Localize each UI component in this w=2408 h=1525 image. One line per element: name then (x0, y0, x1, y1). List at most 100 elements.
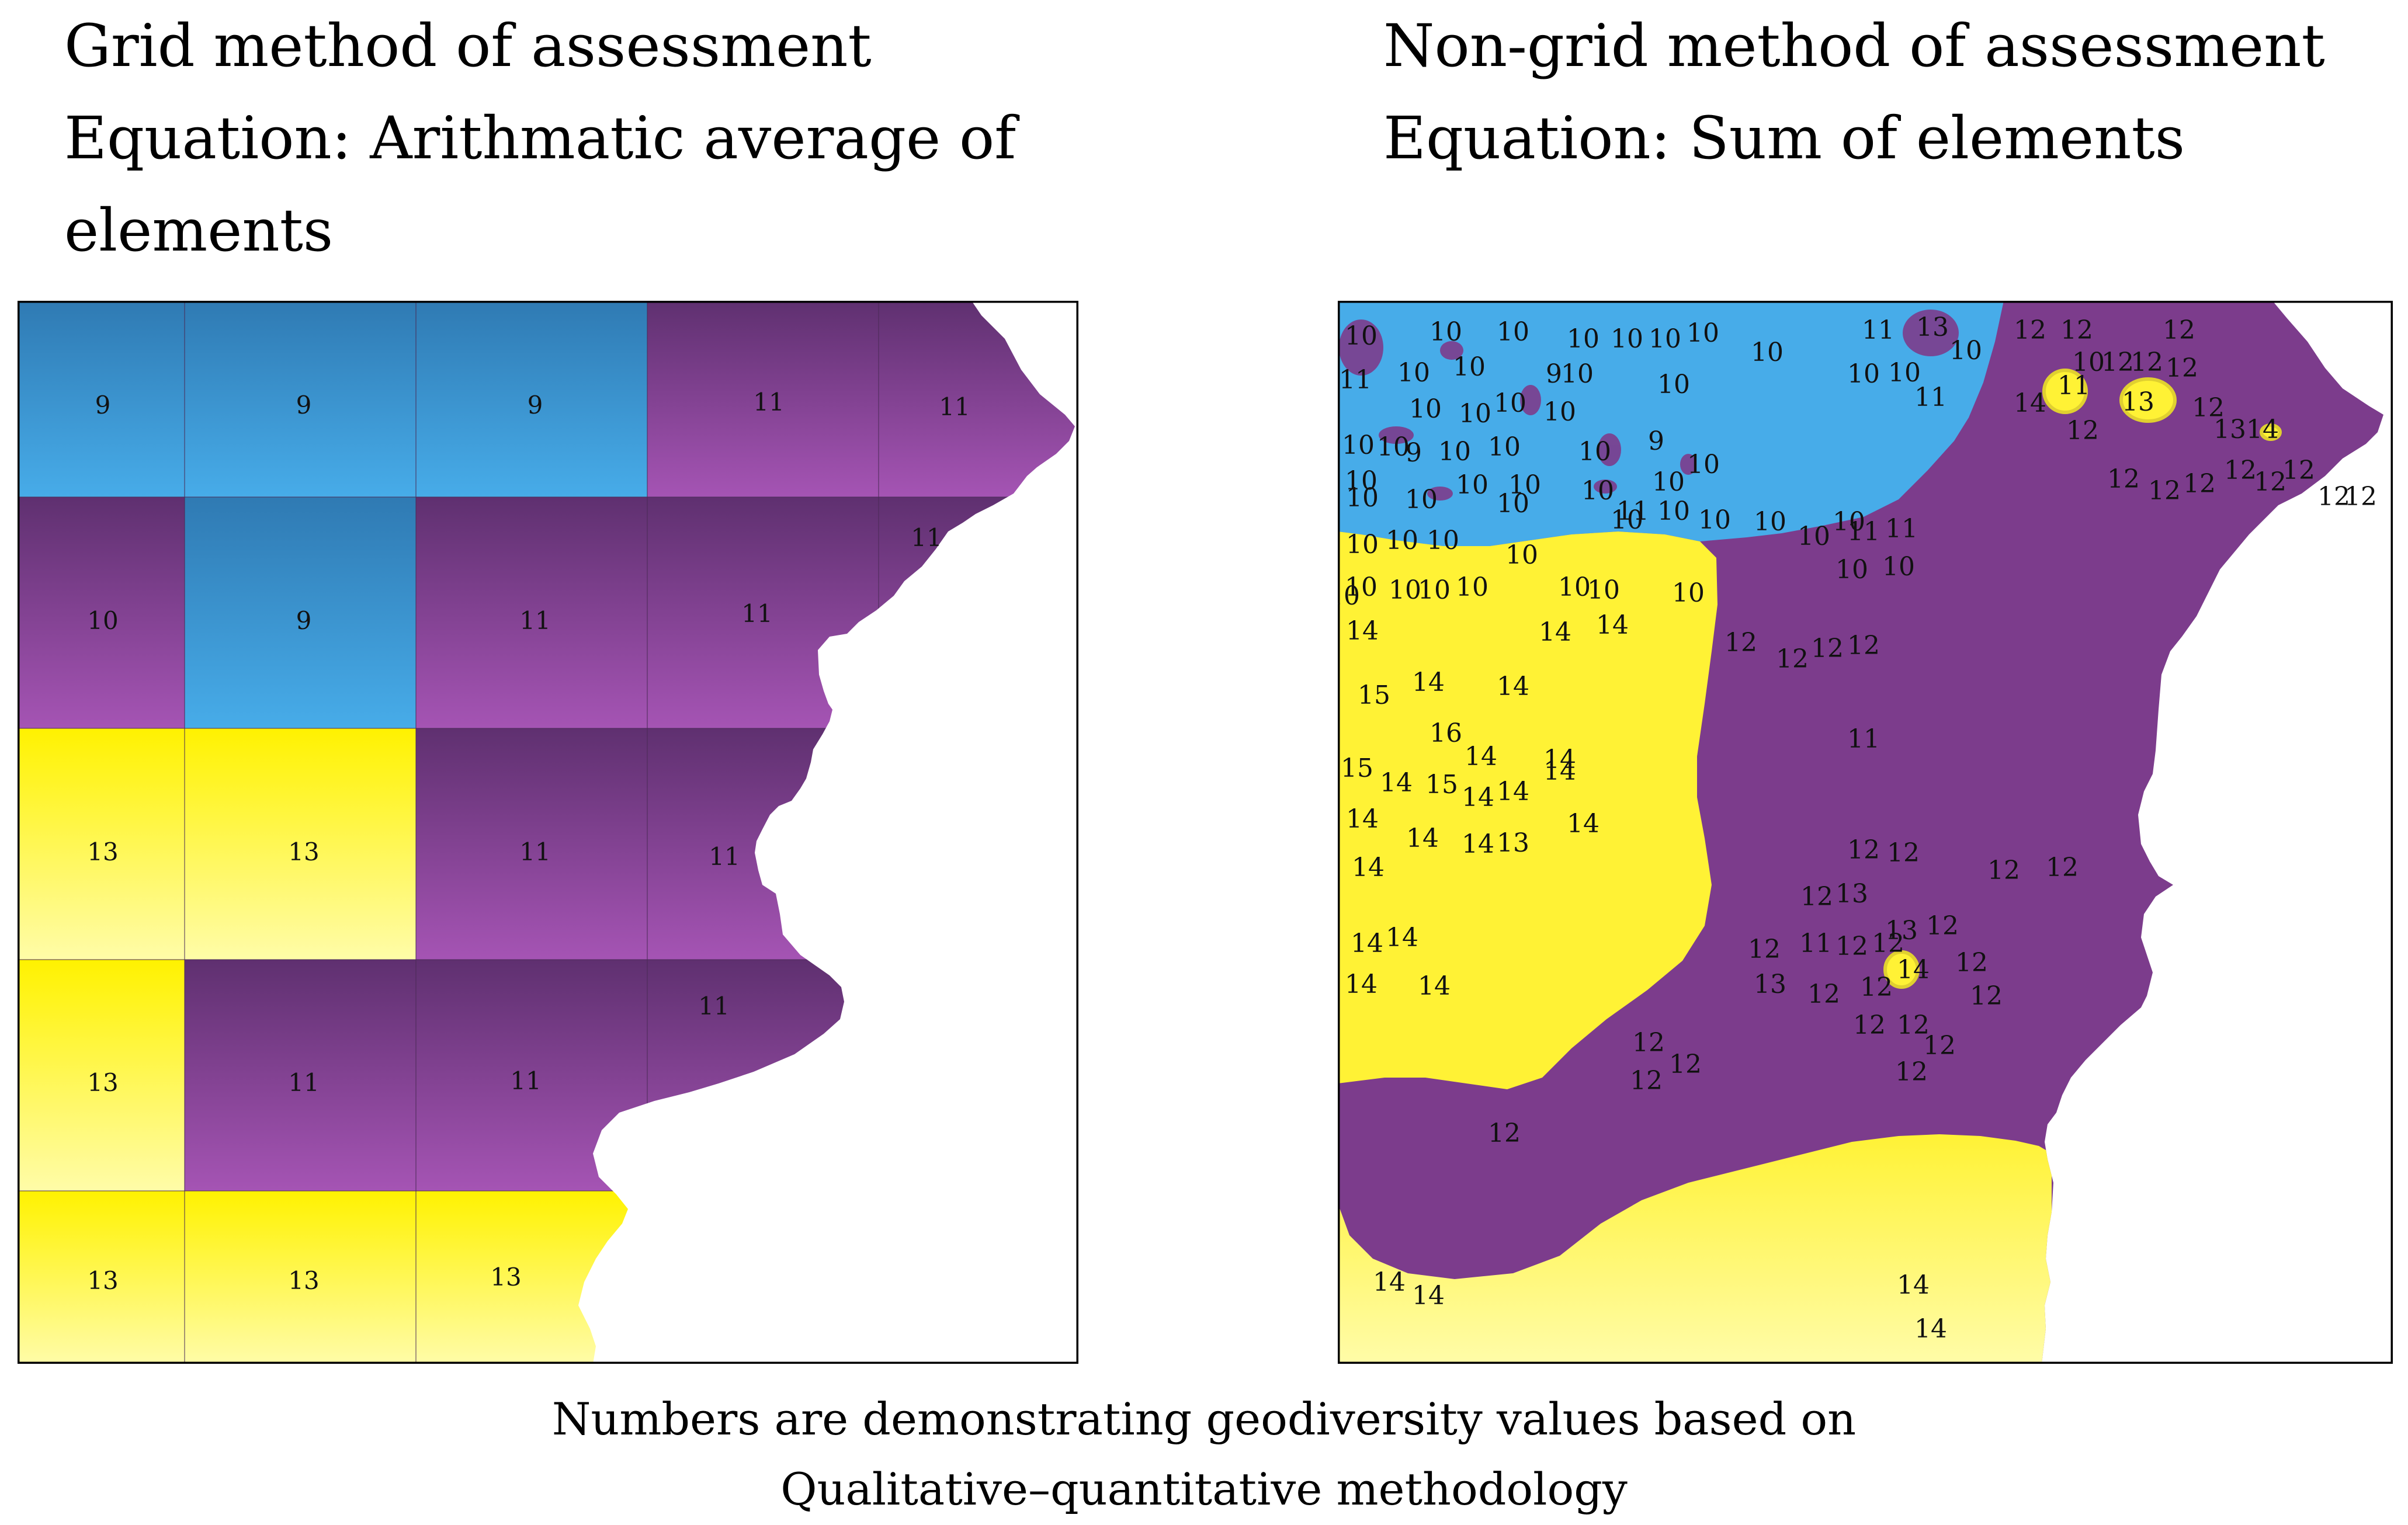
value-label: 12 (1807, 979, 1840, 1009)
value-label: 10 (1833, 507, 1865, 537)
value-label: 10 (1508, 470, 1541, 500)
value-label: 10 (1346, 483, 1379, 513)
value-label: 12 (1630, 1066, 1663, 1096)
map-frame (18, 301, 1078, 1364)
value-label: 14 (1897, 1270, 1930, 1300)
grid-cell (18, 960, 185, 1191)
value-label: 14 (1567, 809, 1599, 839)
grid-cell (416, 301, 647, 497)
value-label: 14 (1897, 955, 1930, 985)
grid-value: 13 (288, 1266, 319, 1295)
value-label: 10 (1497, 317, 1529, 347)
value-label: 9 (1546, 359, 1562, 389)
value-label: 10 (1389, 575, 1421, 605)
caption-line-1: Numbers are demonstrating geodiversity v… (551, 1393, 1857, 1445)
value-label: 14 (1497, 777, 1529, 807)
value-label: 16 (1429, 718, 1462, 748)
value-label: 12 (1847, 835, 1880, 865)
value-label: 10 (1456, 470, 1488, 500)
grid-value: 13 (490, 1263, 521, 1291)
grid-value: 11 (709, 842, 740, 871)
value-label: 10 (1377, 432, 1410, 462)
grid-cell (18, 301, 185, 497)
value-label: 10 (1505, 540, 1538, 570)
value-label: 10 (1345, 321, 1378, 351)
value-label: 14 (1351, 929, 1383, 958)
grid-cells (18, 301, 1075, 1364)
value-label: 12 (2224, 456, 2257, 485)
grid-value: 13 (288, 838, 319, 866)
value-label: 14 (1539, 617, 1571, 647)
value-label: 12 (2183, 469, 2216, 499)
nongrid-values: 10 10 10 10 10 10 10 10 11 13 10 12 12 1… (1338, 312, 2377, 1344)
grid-cell (185, 497, 416, 728)
grid-method-map: 9 9 9 11 11 10 9 11 11 11 13 13 11 11 13… (18, 301, 1078, 1364)
grid-method-title: Grid method of assessment Equation: Arit… (64, 0, 1116, 277)
value-label: 10 (1438, 437, 1471, 467)
nongrid-method-map: 10 10 10 10 10 10 10 10 11 13 10 12 12 1… (1338, 301, 2393, 1364)
nongrid-method-title: Non-grid method of assessment Equation: … (1383, 0, 2406, 185)
value-label: 12 (1847, 631, 1880, 661)
value-label: 10 (1687, 318, 1719, 348)
value-label: 12 (1725, 628, 1757, 658)
value-label: 14 (1352, 853, 1385, 883)
value-label: 12 (1836, 932, 1868, 961)
value-label: 10 (1427, 526, 1459, 555)
value-label: 12 (2060, 315, 2093, 345)
grid-cell (647, 301, 879, 497)
grid-title-line-3: elements (64, 196, 334, 265)
value-label: 9 (1648, 426, 1664, 456)
grid-value: 11 (939, 392, 970, 421)
value-label: 10 (1687, 450, 1720, 480)
value-label: 12 (1897, 1010, 1930, 1040)
value-label: 12 (2344, 482, 2377, 512)
value-label: 10 (1558, 572, 1591, 602)
value-label: 10 (1847, 359, 1880, 389)
grid-cell (416, 1191, 647, 1364)
value-label: 14 (2014, 388, 2046, 418)
value-label: 10 (1456, 572, 1488, 602)
value-label: 10 (1587, 575, 1620, 605)
grid-cell (879, 497, 1075, 728)
value-label: 12 (1926, 911, 1959, 941)
value-label: 12 (2014, 315, 2046, 345)
value-label: 14 (1380, 768, 1413, 798)
value-label: 10 (1888, 358, 1921, 388)
grid-cell (416, 728, 647, 960)
value-label: 14 (1346, 616, 1379, 646)
value-label: 12 (1970, 981, 2003, 1011)
value-label: 10 (1611, 505, 1643, 535)
value-label: 14 (1596, 610, 1629, 640)
value-label: 12 (1895, 1057, 1928, 1087)
value-label: 10 (1405, 485, 1438, 515)
value-label: 11 (1847, 724, 1880, 754)
value-label: 12 (2166, 353, 2198, 383)
value-label: 14 (1418, 971, 1451, 1001)
value-label: 10 (1342, 430, 1375, 460)
value-label: 10 (1657, 370, 1690, 400)
value-label: 10 (1346, 530, 1379, 560)
value-label: 12 (2163, 315, 2195, 345)
value-label: 10 (1649, 324, 1681, 354)
value-label: 14 (1914, 1314, 1947, 1344)
nongrid-title-line-1: Non-grid method of assessment (1383, 12, 2325, 80)
value-label: 10 (1754, 507, 1786, 537)
value-label: 10 (1652, 467, 1685, 497)
value-label: 12 (1872, 929, 1904, 958)
value-label: 11 (1799, 929, 1832, 958)
value-label: 14 (1346, 804, 1379, 834)
grid-value: 9 (296, 606, 312, 635)
value-label: 12 (2101, 348, 2134, 377)
value-label: 13 (1754, 970, 1786, 999)
value-label: 10 (1397, 358, 1430, 388)
value-label: 10 (1698, 505, 1731, 535)
value-label: 10 (1949, 336, 1982, 366)
value-label: 12 (2254, 467, 2286, 497)
grid-value: 10 (87, 606, 118, 635)
grid-title-line-1: Grid method of assessment (64, 12, 872, 80)
grid-cell (416, 497, 647, 728)
grid-value: 11 (753, 388, 784, 416)
value-label: 10 (1429, 317, 1462, 347)
yellow-zone-west (1338, 532, 1717, 1089)
nongrid-title-line-2: Equation: Sum of elements (1383, 104, 2185, 172)
